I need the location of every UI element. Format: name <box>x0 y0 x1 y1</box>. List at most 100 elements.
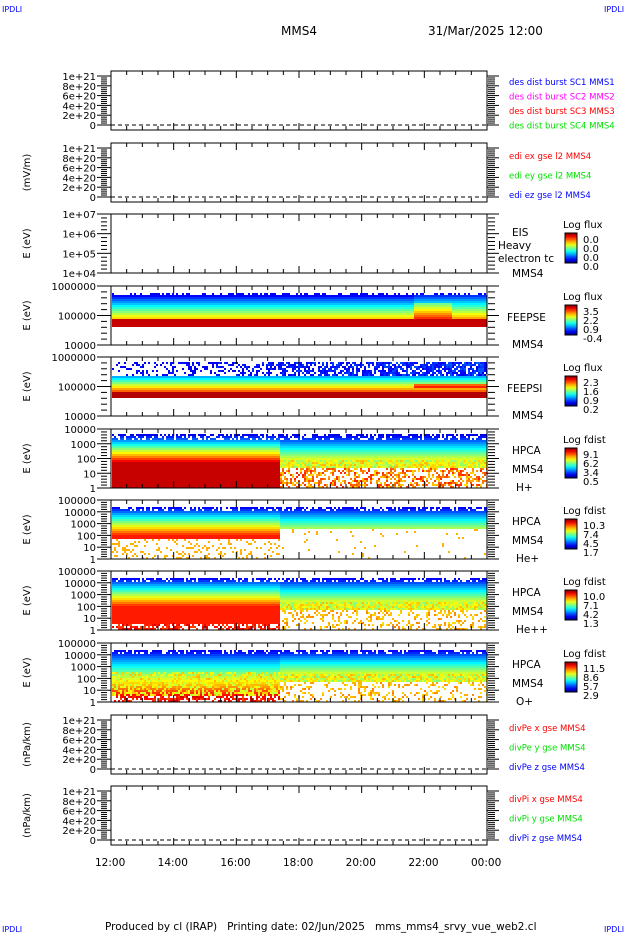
y-tick-label: 100 <box>77 455 96 466</box>
y-tick-label: 6e+20 <box>62 164 96 175</box>
legend-label: des dist burst SC3 MMS3 <box>509 107 615 117</box>
colorbar-value: 5.7 <box>583 682 599 693</box>
y-tick-label: 1000000 <box>51 282 96 293</box>
y-tick-label: 100 <box>77 602 96 613</box>
y-tick-label: 0 <box>90 121 96 132</box>
panel-frame <box>110 213 488 274</box>
y-axis-label: E (eV) <box>22 585 33 615</box>
y-tick-label: 1 <box>90 698 96 709</box>
spectrogram-image <box>112 358 487 416</box>
panel-frame <box>110 285 488 346</box>
colorbar-value: 3.5 <box>583 307 599 318</box>
x-tick-label: 14:00 <box>158 857 188 869</box>
colorbar-value: 7.4 <box>583 530 599 541</box>
panel-4: 1000000 100000 10000 E (eV) Log flux 3.52.20.… <box>22 282 603 352</box>
legend-label: divPi z gse MMS4 <box>509 834 582 844</box>
y-tick-label: 1000 <box>71 520 96 531</box>
panel-frame <box>110 714 488 775</box>
colorbar: Log fdist 9.16.23.40.5 <box>563 435 606 488</box>
x-tick-label: 20:00 <box>346 857 376 869</box>
spectrogram-image <box>112 430 487 488</box>
y-tick-label: 2e+20 <box>62 183 96 194</box>
colorbar-title: Log fdist <box>563 506 606 517</box>
spectrogram-image <box>112 501 487 559</box>
plot-title: MMS4 <box>281 24 317 38</box>
species-label: He++ <box>516 624 548 636</box>
y-tick-label: 8e+20 <box>62 82 96 93</box>
spectrogram-image <box>112 644 487 702</box>
panel-6: 10000 1000 100 10 1 E (eV) Log fdist 9.16.23.40… <box>22 425 606 495</box>
y-tick-label: 4e+20 <box>62 745 96 756</box>
colorbar-scale <box>564 661 578 693</box>
y-tick-label: 1e+21 <box>62 716 96 727</box>
y-axis-label: (nPa/km) <box>22 793 33 838</box>
colorbar-value: 1.7 <box>583 548 599 559</box>
colorbar-value: 0.9 <box>583 325 599 336</box>
y-tick-label: 4e+20 <box>62 101 96 112</box>
colorbar-scale <box>564 375 578 407</box>
instrument-label: FEEPSE <box>507 312 546 324</box>
legend-label: des dist burst SC1 MMS1 <box>509 78 615 88</box>
y-tick-label: 10 <box>83 614 96 625</box>
corner-label-bottom-left: IPDLI <box>2 925 22 934</box>
spacecraft-label: MMS4 <box>512 464 544 476</box>
colorbar-scale <box>564 447 578 479</box>
instrument-label: HPCA <box>512 445 542 457</box>
colorbar-value: 8.6 <box>583 673 599 684</box>
species-label: O+ <box>516 696 533 708</box>
colorbar-value: 0.2 <box>583 405 599 416</box>
y-tick-label: 100 <box>77 531 96 542</box>
y-axis-label: (mV/m) <box>22 154 33 192</box>
y-axis-label: E (eV) <box>22 300 33 330</box>
panel-frame <box>110 785 488 846</box>
corner-label-top-left: IPDLI <box>2 5 22 14</box>
y-tick-label: 2e+20 <box>62 111 96 122</box>
colorbar-value: 2.9 <box>583 691 599 702</box>
y-tick-label: 1000 <box>71 591 96 602</box>
corner-label-top-right: IPDLI <box>604 5 624 14</box>
colorbar-title: Log fdist <box>563 577 606 588</box>
y-axis-label: E (eV) <box>22 443 33 473</box>
panel-frame <box>110 642 488 703</box>
colorbar-scale <box>564 304 578 336</box>
colorbar: Log flux 2.31.60.90.2 <box>563 363 603 416</box>
y-axis-label: E (eV) <box>22 371 33 401</box>
colorbar-value: 1.6 <box>583 387 599 398</box>
spacecraft-label: MMS4 <box>512 339 544 351</box>
y-tick-label: 8e+20 <box>62 154 96 165</box>
instrument-label: FEEPSI <box>507 383 542 395</box>
colorbar-value: 9.1 <box>583 450 599 461</box>
colorbar-title: Log flux <box>563 292 603 303</box>
y-tick-label: 0 <box>90 836 96 847</box>
colorbar-value: 3.4 <box>583 468 599 479</box>
colorbar-title: Log fdist <box>563 435 606 446</box>
y-tick-label: 100000 <box>58 496 96 507</box>
species-label: H+ <box>516 482 533 494</box>
y-tick-label: 10000 <box>64 425 96 436</box>
y-tick-label: 10000 <box>64 341 96 352</box>
y-tick-label: 1e+21 <box>62 72 96 83</box>
colorbar-scale <box>564 518 578 550</box>
colorbar-value: 0.0 <box>583 262 599 273</box>
colorbar-value: 0.9 <box>583 396 599 407</box>
y-axis-label: E (eV) <box>22 657 33 687</box>
y-tick-label: 1e+04 <box>62 269 96 280</box>
colorbar-scale <box>564 232 578 264</box>
spacecraft-label: MMS4 <box>512 678 544 690</box>
spacecraft-label: MMS4 <box>512 268 544 280</box>
footer-text: Produced by cl (IRAP) Printing date: 02/… <box>105 921 537 933</box>
colorbar-value: 4.5 <box>583 539 599 550</box>
panel-frame <box>110 142 488 203</box>
panel-frame <box>110 70 488 131</box>
y-tick-label: 100000 <box>58 383 96 394</box>
y-tick-label: 1 <box>90 626 96 637</box>
x-tick-label: 00:00 <box>471 857 501 869</box>
y-tick-label: 1e+06 <box>62 230 96 241</box>
